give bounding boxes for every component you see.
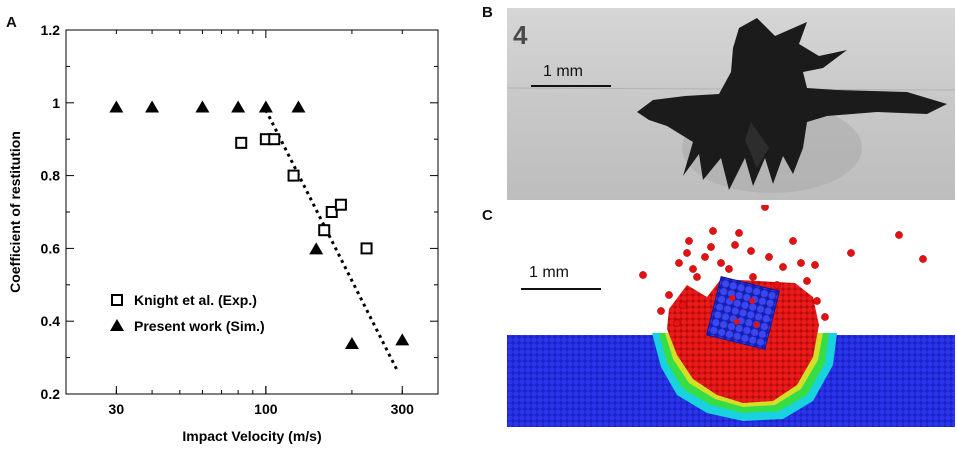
- legend-label-present: Present work (Sim.): [134, 318, 265, 334]
- panel-label-a: A: [6, 14, 17, 31]
- ejecta-particle: [689, 265, 697, 273]
- ejecta-particle: [847, 249, 855, 257]
- ejecta-particle: [673, 319, 681, 327]
- axis-ticks: [65, 29, 439, 395]
- ejecta-particle: [675, 259, 683, 267]
- point-knight: [268, 133, 281, 146]
- y-tick-label: 0.2: [41, 386, 61, 402]
- point-present: [145, 100, 160, 113]
- ejecta-particle: [717, 259, 725, 267]
- y-tick-label: 0.8: [41, 168, 61, 184]
- ejecta-particle: [789, 237, 797, 245]
- legend: Knight et al. (Exp.) Present work (Sim.): [110, 292, 265, 334]
- x-tick-label: 30: [109, 401, 125, 417]
- point-present: [231, 100, 246, 113]
- point-knight: [318, 224, 331, 237]
- y-tick-labels: 0.2 0.4 0.6 0.8 1 1.2: [41, 22, 61, 402]
- ejecta-particle: [709, 227, 717, 235]
- ejecta-particle: [811, 261, 819, 269]
- ejecta-particle: [693, 273, 701, 281]
- frame-number: 4: [513, 20, 528, 50]
- ejecta-particle: [779, 263, 787, 271]
- panel-label-c: C: [482, 207, 493, 224]
- ejecta-particle: [773, 281, 781, 289]
- point-present: [258, 100, 273, 113]
- y-tick-label: 1.2: [41, 22, 61, 38]
- x-tick-label: 300: [391, 401, 415, 417]
- point-present: [395, 333, 410, 346]
- scale-bar-label-b: 1 mm: [543, 63, 583, 80]
- ejecta-particle: [665, 291, 673, 299]
- ejecta-particle: [679, 301, 687, 309]
- point-present: [109, 100, 124, 113]
- point-knight: [235, 136, 248, 149]
- ejecta-particle: [761, 205, 769, 211]
- ejecta-particle: [747, 247, 755, 255]
- ejecta-particle: [919, 255, 927, 263]
- ejecta-particle: [803, 277, 811, 285]
- point-present: [344, 337, 359, 350]
- data-points: [109, 100, 410, 350]
- scale-bar-label-c: 1 mm: [529, 264, 569, 281]
- legend-marker-knight: [111, 294, 123, 306]
- y-tick-label: 0.4: [41, 313, 61, 329]
- ejecta-particle: [639, 271, 647, 279]
- ejecta-particle: [657, 307, 665, 315]
- ejecta-particle: [735, 229, 743, 237]
- x-axis-label: Impact Velocity (m/s): [182, 428, 321, 444]
- ejecta-cloud: [637, 18, 947, 190]
- y-tick-label: 1: [52, 95, 60, 111]
- ejecta-particle: [707, 243, 715, 251]
- particle-simulation: 1 mm: [507, 205, 955, 427]
- restitution-chart: 0.2 0.4 0.6 0.8 1 1.2 30 100 300 Impact Velocit…: [7, 22, 439, 444]
- ejecta-particle: [895, 231, 903, 239]
- ejecta-particle: [749, 273, 757, 281]
- ejecta-particle: [797, 259, 805, 267]
- scattered-ejecta: [639, 205, 927, 327]
- projectile-cube: [706, 276, 780, 350]
- trendline: [264, 109, 400, 373]
- ejecta-particle: [725, 265, 733, 273]
- ejecta-particle: [683, 249, 691, 257]
- plot-frame: [65, 29, 439, 395]
- y-tick-label: 0.6: [41, 240, 61, 256]
- point-present: [195, 100, 210, 113]
- point-present: [291, 100, 306, 113]
- panel-label-b: B: [482, 4, 493, 21]
- point-knight: [325, 206, 338, 218]
- ejecta-particle: [765, 253, 773, 261]
- ejecta-particle: [731, 241, 739, 249]
- y-axis-label: Coefficient of restitution: [7, 131, 23, 293]
- point-knight: [360, 242, 373, 255]
- impact-photograph: 4 1 mm: [507, 8, 955, 200]
- x-tick-label: 100: [254, 401, 278, 417]
- legend-marker-present: [110, 319, 124, 331]
- ejecta-particle: [685, 237, 693, 245]
- legend-label-knight: Knight et al. (Exp.): [134, 292, 257, 308]
- x-tick-labels: 30 100 300: [109, 401, 415, 417]
- ejecta-particle: [821, 313, 829, 321]
- ejecta-particle: [813, 297, 821, 305]
- point-knight: [334, 198, 347, 211]
- point-present: [309, 242, 324, 255]
- ejecta-particle: [701, 253, 709, 261]
- point-knight: [287, 169, 300, 182]
